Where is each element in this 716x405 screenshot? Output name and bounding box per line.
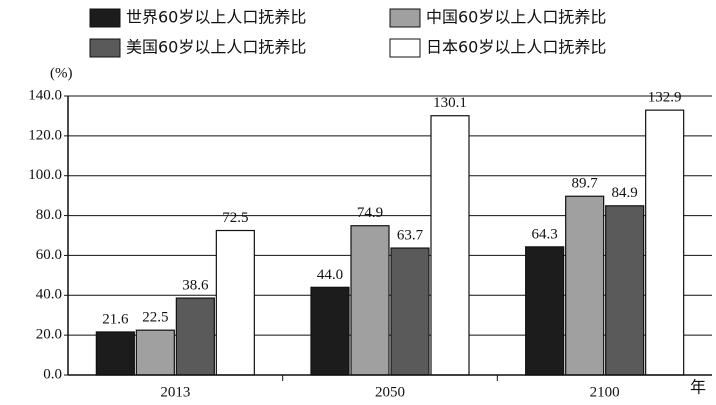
legend-swatch [389, 38, 421, 58]
value-label: 64.3 [532, 226, 558, 242]
legend-swatch [89, 8, 121, 28]
value-label: 38.6 [182, 278, 209, 294]
y-tick-label: 120.0 [28, 127, 62, 143]
x-tick-label: 2050 [375, 384, 405, 400]
y-tick-label: 60.0 [36, 247, 62, 263]
y-tick-label: 80.0 [36, 207, 62, 223]
bar [605, 205, 645, 376]
y-axis-label: (%) [50, 65, 73, 81]
value-label: 74.9 [357, 205, 383, 221]
value-label: 130.1 [433, 95, 467, 111]
bar [175, 297, 215, 376]
y-tick-label: 140.0 [28, 87, 62, 103]
x-tick-label: 2100 [590, 384, 620, 400]
bar [525, 246, 565, 376]
bar [135, 329, 175, 376]
legend-label: 日本60岁以上人口抚养比 [426, 38, 606, 57]
value-label: 72.5 [222, 210, 248, 226]
value-label: 84.9 [612, 185, 638, 201]
y-tick-label: 0.0 [43, 366, 62, 382]
legend-swatch [389, 8, 421, 28]
bar [310, 286, 350, 376]
x-tick-label: 2013 [160, 384, 190, 400]
bar [645, 109, 685, 376]
y-tick-label: 100.0 [28, 167, 62, 183]
bar [430, 115, 470, 376]
x-axis-label: 年 [690, 378, 706, 397]
legend-label: 中国60岁以上人口抚养比 [426, 8, 606, 27]
value-label: 89.7 [572, 176, 599, 192]
bar [350, 225, 390, 376]
legend-label: 美国60岁以上人口抚养比 [126, 38, 306, 57]
y-tick-label: 40.0 [36, 287, 62, 303]
value-label: 22.5 [142, 310, 168, 326]
bar [95, 331, 135, 376]
value-label: 63.7 [397, 227, 424, 243]
bar [390, 247, 430, 376]
y-tick-label: 20.0 [36, 327, 62, 343]
bar [565, 195, 605, 376]
value-label: 132.9 [648, 90, 682, 106]
value-label: 21.6 [102, 311, 129, 327]
legend-swatch [89, 38, 121, 58]
bar [215, 229, 255, 376]
legend-label: 世界60岁以上人口抚养比 [126, 8, 306, 27]
value-label: 44.0 [317, 267, 343, 283]
